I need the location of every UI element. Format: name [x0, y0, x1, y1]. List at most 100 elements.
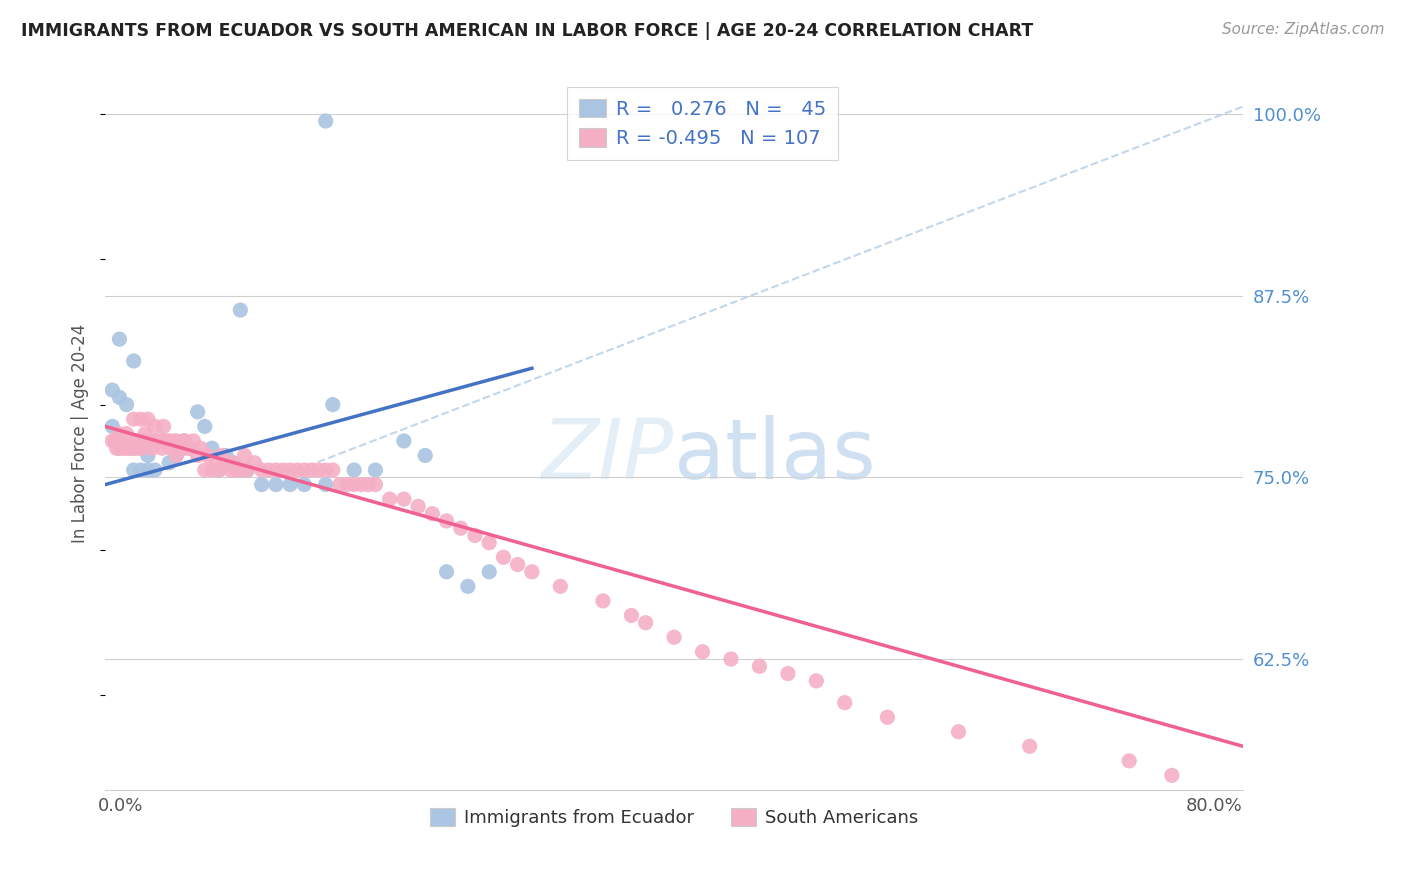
- Point: [634, 615, 657, 630]
- Point: [271, 463, 294, 477]
- Point: [190, 441, 212, 455]
- Point: [250, 477, 273, 491]
- Point: [194, 419, 217, 434]
- Point: [301, 463, 323, 477]
- Point: [215, 456, 238, 470]
- Point: [145, 434, 167, 448]
- Point: [776, 666, 799, 681]
- Point: [236, 463, 259, 477]
- Point: [108, 332, 131, 346]
- Point: [550, 579, 572, 593]
- Point: [436, 514, 458, 528]
- Point: [229, 303, 252, 318]
- Text: Source: ZipAtlas.com: Source: ZipAtlas.com: [1222, 22, 1385, 37]
- Point: [592, 594, 614, 608]
- Point: [111, 434, 134, 448]
- Point: [148, 434, 170, 448]
- Point: [129, 441, 152, 455]
- Point: [115, 434, 138, 448]
- Point: [173, 434, 195, 448]
- Point: [150, 434, 173, 448]
- Point: [834, 696, 856, 710]
- Point: [413, 449, 436, 463]
- Point: [197, 449, 219, 463]
- Point: [478, 535, 501, 549]
- Point: [233, 449, 256, 463]
- Point: [104, 434, 127, 448]
- Point: [406, 500, 429, 514]
- Point: [122, 463, 145, 477]
- Point: [153, 434, 176, 448]
- Point: [131, 441, 153, 455]
- Point: [364, 463, 387, 477]
- Point: [315, 477, 337, 491]
- Point: [172, 434, 194, 448]
- Point: [292, 477, 315, 491]
- Point: [115, 398, 138, 412]
- Point: [162, 434, 184, 448]
- Point: [176, 441, 198, 455]
- Point: [278, 477, 301, 491]
- Point: [143, 419, 166, 434]
- Point: [115, 434, 138, 448]
- Point: [478, 565, 501, 579]
- Point: [108, 441, 131, 455]
- Point: [129, 463, 152, 477]
- Point: [343, 463, 366, 477]
- Point: [720, 652, 742, 666]
- Point: [124, 434, 146, 448]
- Point: [506, 558, 529, 572]
- Point: [292, 463, 315, 477]
- Text: 80.0%: 80.0%: [1187, 797, 1243, 815]
- Point: [194, 463, 217, 477]
- Point: [150, 434, 173, 448]
- Point: [143, 463, 166, 477]
- Point: [122, 441, 145, 455]
- Point: [201, 463, 224, 477]
- Y-axis label: In Labor Force | Age 20-24: In Labor Force | Age 20-24: [72, 324, 89, 543]
- Point: [122, 412, 145, 426]
- Point: [257, 463, 280, 477]
- Point: [948, 724, 970, 739]
- Point: [211, 449, 233, 463]
- Point: [308, 463, 330, 477]
- Point: [620, 608, 643, 623]
- Point: [121, 441, 143, 455]
- Point: [1118, 754, 1140, 768]
- Point: [118, 441, 141, 455]
- Point: [134, 426, 156, 441]
- Point: [136, 434, 159, 448]
- Point: [108, 426, 131, 441]
- Point: [343, 477, 366, 491]
- Point: [157, 434, 180, 448]
- Point: [329, 477, 352, 491]
- Point: [364, 477, 387, 491]
- Point: [165, 449, 187, 463]
- Point: [322, 463, 344, 477]
- Point: [120, 434, 142, 448]
- Text: 0.0%: 0.0%: [98, 797, 143, 815]
- Point: [225, 463, 247, 477]
- Point: [357, 477, 380, 491]
- Point: [139, 434, 162, 448]
- Point: [278, 463, 301, 477]
- Point: [157, 456, 180, 470]
- Point: [172, 434, 194, 448]
- Point: [165, 434, 187, 448]
- Point: [201, 441, 224, 455]
- Point: [141, 441, 163, 455]
- Point: [464, 528, 486, 542]
- Point: [229, 463, 252, 477]
- Point: [167, 441, 190, 455]
- Point: [208, 463, 231, 477]
- Point: [187, 449, 209, 463]
- Point: [136, 412, 159, 426]
- Point: [436, 565, 458, 579]
- Point: [136, 449, 159, 463]
- Point: [336, 477, 359, 491]
- Point: [692, 645, 714, 659]
- Point: [222, 456, 245, 470]
- Text: IMMIGRANTS FROM ECUADOR VS SOUTH AMERICAN IN LABOR FORCE | AGE 20-24 CORRELATION: IMMIGRANTS FROM ECUADOR VS SOUTH AMERICA…: [21, 22, 1033, 40]
- Point: [115, 441, 138, 455]
- Point: [264, 477, 287, 491]
